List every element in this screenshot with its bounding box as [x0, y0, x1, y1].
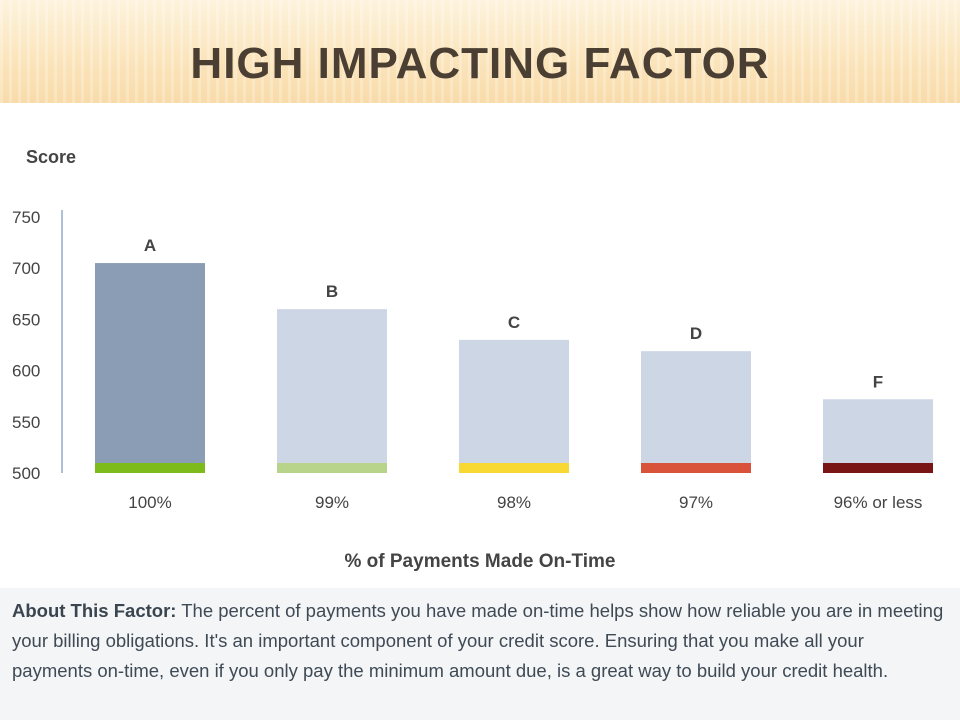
bar-color-band	[823, 463, 933, 473]
y-tick-label: 750	[12, 208, 40, 227]
bar-grade-label: F	[873, 372, 883, 391]
slide-title: HIGH IMPACTING FACTOR	[190, 39, 770, 88]
y-tick-label: 500	[12, 464, 40, 483]
x-tick-label: 97%	[679, 493, 713, 512]
y-tick-label: 650	[12, 310, 40, 329]
bar-grade-label: A	[144, 236, 156, 255]
bars: A B C D F	[95, 236, 933, 473]
about-factor-description: The percent of payments you have made on…	[12, 600, 944, 681]
y-tick-label: 700	[12, 259, 40, 278]
bar-grade-label: C	[508, 313, 520, 332]
bar-color-band	[641, 463, 751, 473]
bar	[823, 399, 933, 473]
x-tick-labels: 100% 99% 98% 97% 96% or less	[128, 493, 922, 512]
about-factor-box: About This Factor: The percent of paymen…	[0, 588, 960, 720]
x-tick-label: 96% or less	[834, 493, 923, 512]
x-tick-label: 98%	[497, 493, 531, 512]
bar	[95, 263, 205, 473]
bar	[459, 339, 569, 473]
y-axis-label: Score	[26, 147, 76, 167]
bar-color-band	[277, 463, 387, 473]
bar	[277, 309, 387, 473]
bar	[641, 351, 751, 473]
y-tick-labels: 750 700 650 600 550 500	[12, 208, 40, 483]
bar-chart: Score 750 700 650 600 550 500 A B C D F 100% 99% 98…	[12, 147, 933, 572]
y-tick-label: 550	[12, 413, 40, 432]
x-tick-label: 99%	[315, 493, 349, 512]
about-factor-label: About This Factor:	[12, 600, 177, 621]
bar-grade-label: D	[690, 324, 702, 343]
bar-color-band	[459, 463, 569, 473]
y-tick-label: 600	[12, 362, 40, 381]
chart-area: Score 750 700 650 600 550 500 A B C D F 100% 99% 98…	[0, 103, 960, 588]
title-band: HIGH IMPACTING FACTOR	[0, 0, 960, 103]
bar-color-band	[95, 463, 205, 473]
x-tick-label: 100%	[128, 493, 171, 512]
bar-grade-label: B	[326, 282, 338, 301]
about-factor-text: About This Factor: The percent of paymen…	[12, 596, 948, 686]
x-axis-label: % of Payments Made On-Time	[345, 551, 616, 572]
